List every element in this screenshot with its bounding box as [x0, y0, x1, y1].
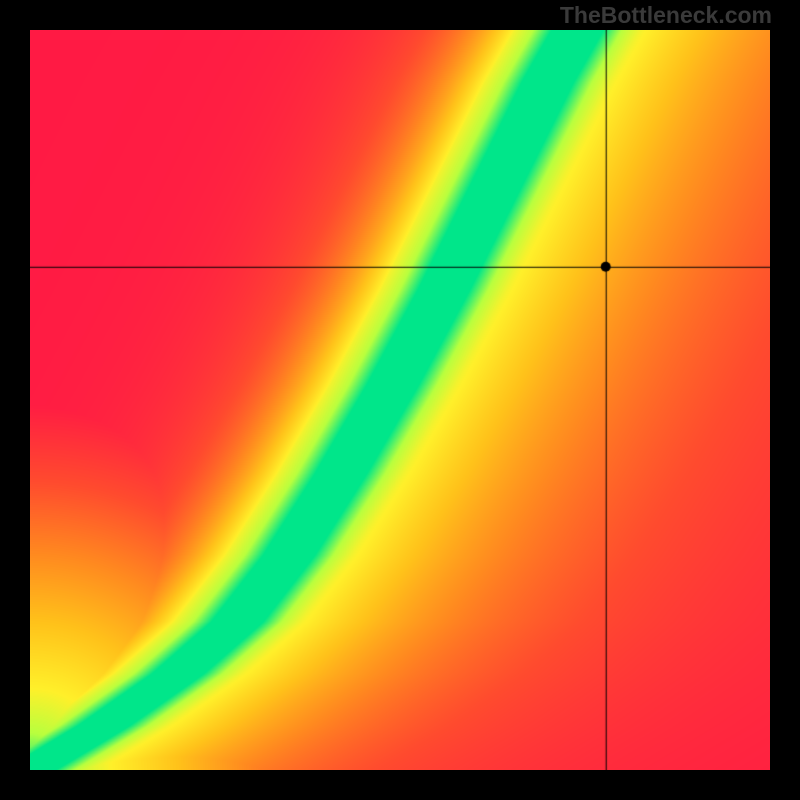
watermark-label: TheBottleneck.com [560, 2, 772, 29]
bottleneck-heatmap [30, 30, 770, 770]
